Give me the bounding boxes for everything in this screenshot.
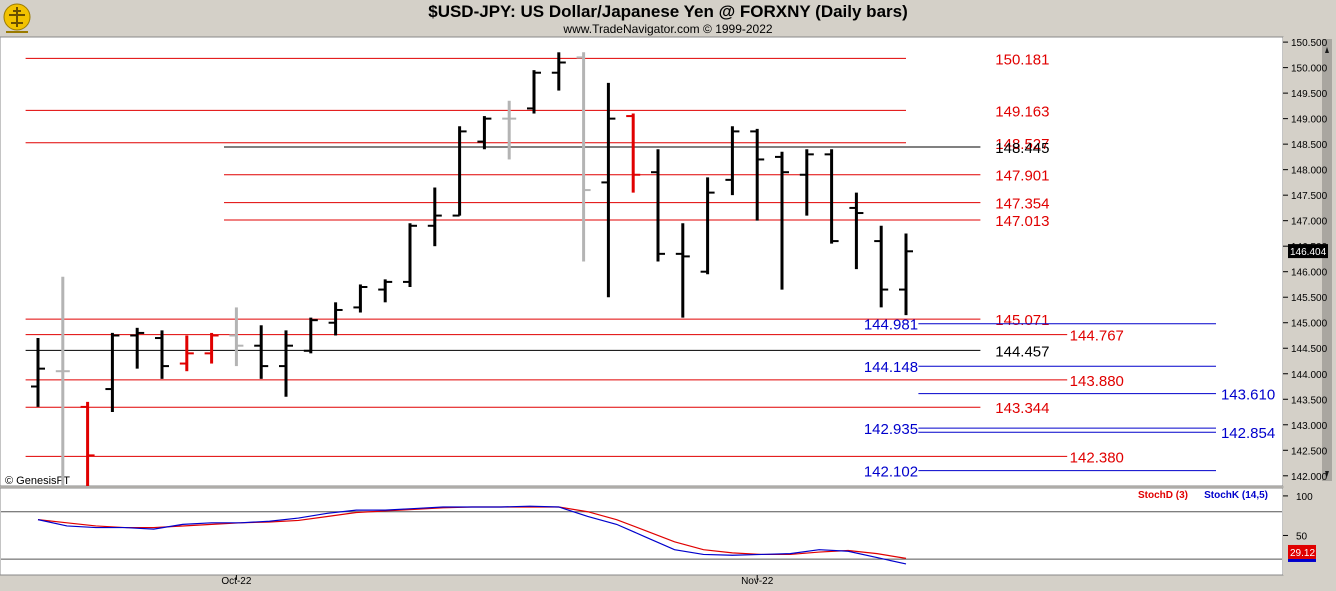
level-label: 144.981 [864, 317, 918, 334]
level-label: 149.163 [995, 103, 1049, 120]
price-tick-label: 144.000 [1291, 370, 1328, 381]
price-tick-label: 142.500 [1291, 446, 1328, 457]
stoch-k-last-box [1288, 558, 1316, 562]
price-panel [0, 36, 1284, 487]
price-tick-label: 144.500 [1291, 344, 1328, 355]
price-tick-label: 145.500 [1291, 293, 1328, 304]
level-label: 147.013 [995, 213, 1049, 230]
level-label: 150.181 [995, 51, 1049, 68]
level-label: 147.354 [995, 196, 1049, 213]
scroll-up-arrow-icon[interactable] [1325, 47, 1329, 53]
price-tick-label: 142.000 [1291, 472, 1328, 483]
level-label: 142.935 [864, 421, 918, 438]
price-tick-label: 146.000 [1291, 268, 1328, 279]
stoch-last-label: 29.12 [1290, 548, 1315, 559]
chart-subtitle: www.TradeNavigator.com © 1999-2022 [563, 22, 773, 36]
stoch-k-legend: StochK (14,5) [1204, 490, 1268, 501]
stoch-tick-label: 50 [1296, 531, 1308, 542]
time-tick-label: Oct-22 [221, 576, 251, 587]
stoch-tick-label: 100 [1296, 492, 1313, 503]
price-tick-label: 149.500 [1291, 89, 1328, 100]
price-tick-label: 150.500 [1291, 38, 1328, 49]
level-label: 147.901 [995, 168, 1049, 185]
last-price-label: 146.404 [1290, 247, 1327, 258]
level-label: 142.854 [1221, 425, 1275, 442]
price-tick-label: 143.500 [1291, 395, 1328, 406]
price-tick-label: 147.000 [1291, 217, 1328, 228]
price-tick-label: 143.000 [1291, 421, 1328, 432]
last-price-box [1288, 244, 1328, 259]
chart-header: $USD-JPY: US Dollar/Japanese Yen @ FORXN… [0, 0, 1336, 37]
stochastic-panel [0, 487, 1284, 576]
price-scrollbar[interactable] [1322, 39, 1332, 481]
level-label: 142.102 [864, 464, 918, 481]
watermark: © GenesisFT [5, 475, 70, 487]
scroll-down-arrow-icon[interactable] [1325, 471, 1329, 477]
chart-title: $USD-JPY: US Dollar/Japanese Yen @ FORXN… [428, 2, 908, 21]
level-label: 145.071 [995, 312, 1049, 329]
price-tick-label: 148.500 [1291, 140, 1328, 151]
price-tick-label: 147.500 [1291, 191, 1328, 202]
level-label: 144.767 [1070, 328, 1124, 345]
price-tick-label: 150.000 [1291, 64, 1328, 75]
price-tick-label: 148.000 [1291, 166, 1328, 177]
level-label: 143.344 [995, 400, 1049, 417]
level-label: 144.148 [864, 359, 918, 376]
level-label: 143.880 [1070, 373, 1124, 390]
stoch-d-legend: StochD (3) [1138, 490, 1188, 501]
price-tick-label: 145.000 [1291, 319, 1328, 330]
stoch-k-line [37, 505, 907, 565]
stoch-last-box [1288, 544, 1316, 559]
level-label: 148.527 [995, 136, 1049, 153]
genesis-logo-icon [3, 3, 31, 33]
time-tick-label: Nov-22 [741, 576, 774, 587]
level-label: 142.380 [1070, 449, 1124, 466]
level-label: 143.610 [1221, 387, 1275, 404]
level-label: 144.457 [995, 343, 1049, 360]
level-label: 148.445 [995, 140, 1049, 157]
price-tick-label: 149.000 [1291, 115, 1328, 126]
